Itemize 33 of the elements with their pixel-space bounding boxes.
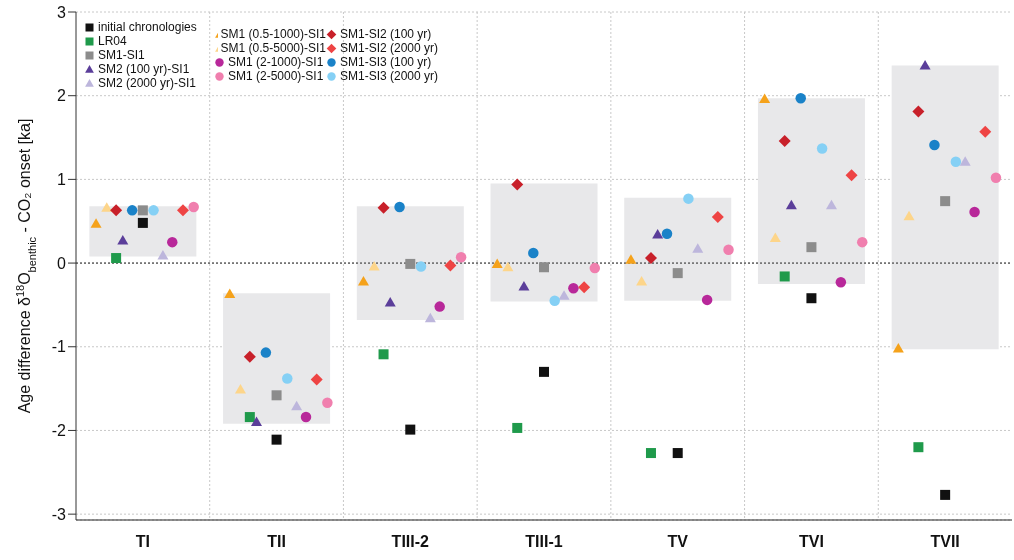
legend-label: SM1 (2-5000)-SI1 <box>228 69 324 83</box>
legend-label: LR04 <box>98 34 127 48</box>
bar <box>891 65 999 350</box>
y-tick-label: -3 <box>51 505 67 523</box>
y-tick-label: 3 <box>57 3 67 21</box>
bar <box>490 183 598 302</box>
legend-label: SM1-SI2 (100 yr) <box>340 27 432 41</box>
bar <box>624 197 732 301</box>
legend-label: SM1 (2-1000)-SI1 <box>228 55 324 69</box>
bar <box>757 98 865 284</box>
legend-label: SM1 (0.5-5000)-SI1 <box>220 41 326 55</box>
legend-label: initial chronologies <box>98 20 197 34</box>
y-tick-label: 1 <box>57 171 67 189</box>
legend-label: SM1-SI2 (2000 yr) <box>340 41 439 55</box>
y-tick-label: 0 <box>57 254 67 272</box>
legend-label: SM1-SI1 <box>98 48 145 62</box>
x-tick-label: TII <box>267 533 286 551</box>
legend-label: SM2 (2000 yr)-SI1 <box>98 76 197 90</box>
x-tick-label: TIII-1 <box>525 533 563 551</box>
legend-label: SM1-SI3 (2000 yr) <box>340 69 439 83</box>
y-tick-label: 2 <box>57 87 67 105</box>
bar <box>223 293 331 424</box>
y-tick-label: -1 <box>51 338 67 356</box>
legend-label: SM1-SI3 (100 yr) <box>340 55 432 69</box>
bar <box>356 206 464 320</box>
x-tick-label: TIII-2 <box>391 533 430 551</box>
legend-label: SM2 (100 yr)-SI1 <box>98 62 190 76</box>
x-tick-label: TVII <box>930 533 960 551</box>
legend-label: SM1 (0.5-1000)-SI1 <box>220 27 326 41</box>
y-tick-label: -2 <box>51 422 67 440</box>
x-tick-label: TI <box>135 533 150 551</box>
x-tick-label: TVI <box>798 533 824 551</box>
x-tick-label: TV <box>667 533 689 551</box>
